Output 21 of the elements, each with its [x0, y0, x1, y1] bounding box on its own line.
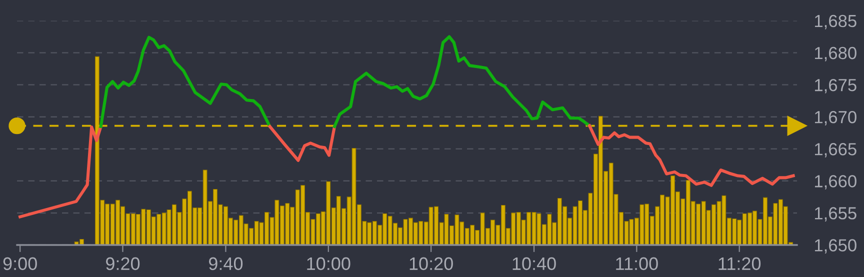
line-series — [99, 36, 272, 128]
line-series — [333, 35, 592, 128]
y-tick-label: 1,685 — [814, 14, 856, 30]
x-tick-label: 10:00 — [307, 257, 350, 270]
y-tick-label: 1,680 — [814, 46, 856, 62]
line-series — [588, 124, 795, 187]
x-tick-label: 11:00 — [616, 257, 658, 270]
x-tick-label: 10:20 — [410, 257, 453, 270]
y-tick-label: 1,665 — [814, 143, 856, 158]
y-tick-label: 1,675 — [814, 78, 856, 94]
x-tick-label: 9:40 — [208, 257, 243, 270]
x-tick-label: 9:20 — [106, 257, 140, 270]
y-tick-label: 1,650 — [814, 239, 856, 254]
line-series — [268, 124, 336, 162]
x-tick-label: 9:00 — [3, 257, 37, 270]
line-series — [18, 124, 102, 218]
y-tick-label: 1,670 — [814, 110, 856, 126]
x-tick-label: 10:40 — [512, 257, 556, 270]
y-tick-label: 1,660 — [814, 175, 856, 190]
x-tick-label: 11:20 — [718, 257, 761, 270]
y-tick-label: 1,655 — [814, 207, 856, 222]
